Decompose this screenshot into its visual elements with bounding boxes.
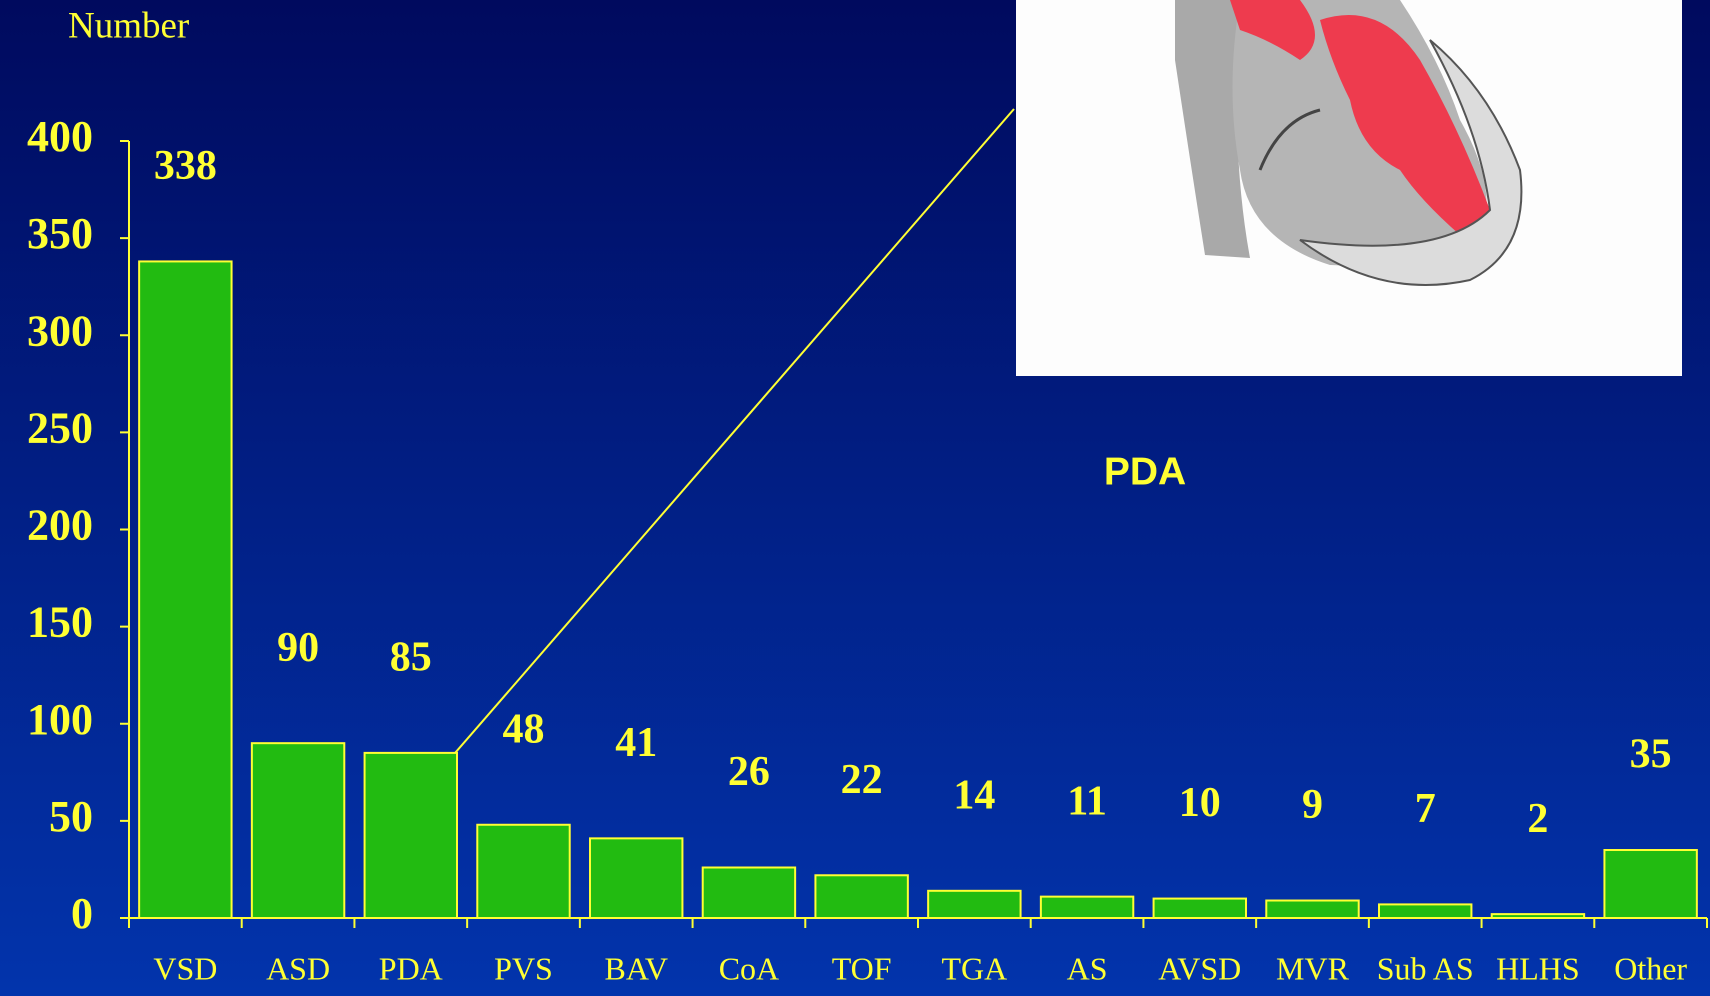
x-tick-label: ASD xyxy=(266,950,330,986)
value-label: 22 xyxy=(841,757,883,803)
value-label: 9 xyxy=(1302,782,1323,828)
x-tick-label: CoA xyxy=(719,950,779,986)
bar xyxy=(814,874,909,920)
bar xyxy=(927,889,1022,919)
value-label: 26 xyxy=(728,749,770,795)
y-tick-label: 100 xyxy=(27,695,93,744)
heart-illustration xyxy=(1016,0,1682,376)
x-tick-label: TOF xyxy=(832,950,892,986)
value-label: 2 xyxy=(1527,796,1548,842)
bar xyxy=(589,837,684,919)
bar xyxy=(1603,849,1698,920)
value-label: 90 xyxy=(277,625,319,671)
value-label: 7 xyxy=(1415,786,1436,832)
x-tick-label: PDA xyxy=(379,950,443,986)
y-tick-label: 50 xyxy=(49,792,93,841)
y-tick-label: 250 xyxy=(27,403,93,452)
y-tick-label: 150 xyxy=(27,598,93,647)
x-tick-label: MVR xyxy=(1276,950,1350,986)
x-tick-label: Sub AS xyxy=(1377,950,1474,986)
value-label: 11 xyxy=(1067,778,1107,824)
bar xyxy=(1039,895,1135,920)
x-tick-label: PVS xyxy=(494,950,553,986)
pointer-line xyxy=(395,108,1015,822)
value-label: 85 xyxy=(390,635,432,681)
x-tick-label: VSD xyxy=(153,950,217,986)
value-label: 14 xyxy=(953,772,995,818)
bar xyxy=(1152,897,1247,920)
bar xyxy=(701,866,797,919)
value-label: 48 xyxy=(503,706,545,752)
value-label: 41 xyxy=(615,720,657,766)
y-tick-label: 0 xyxy=(71,889,93,938)
x-tick-label: TGA xyxy=(941,950,1007,986)
y-axis-title: Number xyxy=(68,5,189,46)
y-tick-label: 350 xyxy=(27,209,93,258)
bar xyxy=(250,742,346,919)
bar xyxy=(1378,903,1473,920)
value-label: 10 xyxy=(1179,780,1221,826)
value-label: 338 xyxy=(154,143,217,189)
bar xyxy=(363,751,458,920)
bar xyxy=(1490,913,1586,919)
bar xyxy=(1265,899,1360,920)
x-tick-label: AVSD xyxy=(1158,950,1241,986)
y-tick-label: 400 xyxy=(27,112,93,161)
value-label: 35 xyxy=(1630,732,1672,778)
x-tick-label: HLHS xyxy=(1496,950,1580,986)
y-tick-label: 200 xyxy=(27,501,93,550)
bar xyxy=(138,260,233,919)
annotation: PDA xyxy=(1104,450,1186,493)
x-tick-label: Other xyxy=(1614,950,1687,986)
y-tick-label: 300 xyxy=(27,306,93,355)
x-tick-label: AS xyxy=(1067,950,1108,986)
bar xyxy=(476,823,571,920)
x-tick-label: BAV xyxy=(604,950,667,986)
